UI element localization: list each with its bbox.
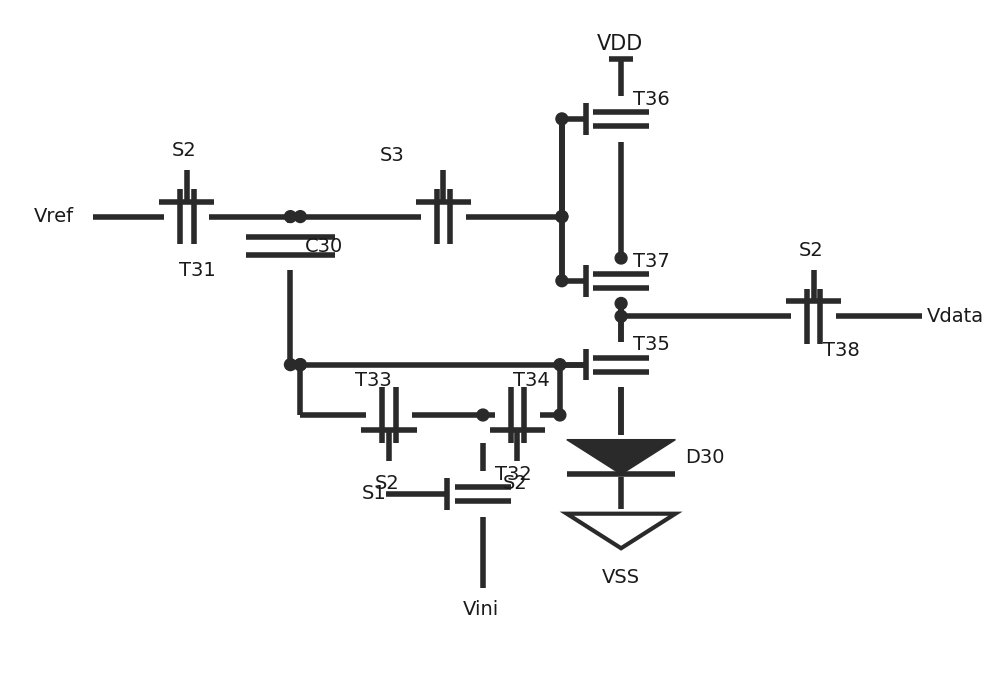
Circle shape (554, 359, 566, 370)
Text: D30: D30 (685, 448, 725, 467)
Circle shape (294, 211, 306, 222)
Circle shape (615, 297, 627, 310)
Text: T36: T36 (633, 90, 670, 109)
Text: VSS: VSS (601, 569, 639, 587)
Text: S2: S2 (799, 241, 824, 260)
Text: T38: T38 (823, 341, 860, 360)
Circle shape (554, 409, 566, 421)
Circle shape (615, 310, 627, 322)
Circle shape (285, 359, 296, 370)
Circle shape (556, 113, 568, 125)
Circle shape (294, 359, 306, 370)
Polygon shape (567, 514, 675, 548)
Text: T31: T31 (179, 262, 216, 281)
Text: T37: T37 (633, 251, 670, 270)
Text: S2: S2 (172, 141, 197, 160)
Text: VDD: VDD (596, 34, 643, 54)
Circle shape (294, 359, 306, 370)
Circle shape (556, 211, 568, 222)
Polygon shape (567, 439, 675, 475)
Text: T35: T35 (633, 335, 670, 354)
Text: C30: C30 (305, 237, 343, 256)
Text: S3: S3 (379, 146, 404, 165)
Text: S1: S1 (361, 485, 386, 504)
Text: Vref: Vref (34, 207, 74, 226)
Text: S2: S2 (503, 474, 527, 493)
Text: T33: T33 (355, 371, 391, 390)
Circle shape (615, 252, 627, 264)
Text: S2: S2 (374, 474, 399, 493)
Text: T34: T34 (513, 371, 549, 390)
Text: Vdata: Vdata (927, 307, 984, 326)
Circle shape (556, 211, 568, 222)
Circle shape (556, 275, 568, 287)
Text: Vini: Vini (463, 600, 499, 619)
Circle shape (285, 211, 296, 222)
Text: T32: T32 (495, 464, 532, 484)
Circle shape (477, 409, 489, 421)
